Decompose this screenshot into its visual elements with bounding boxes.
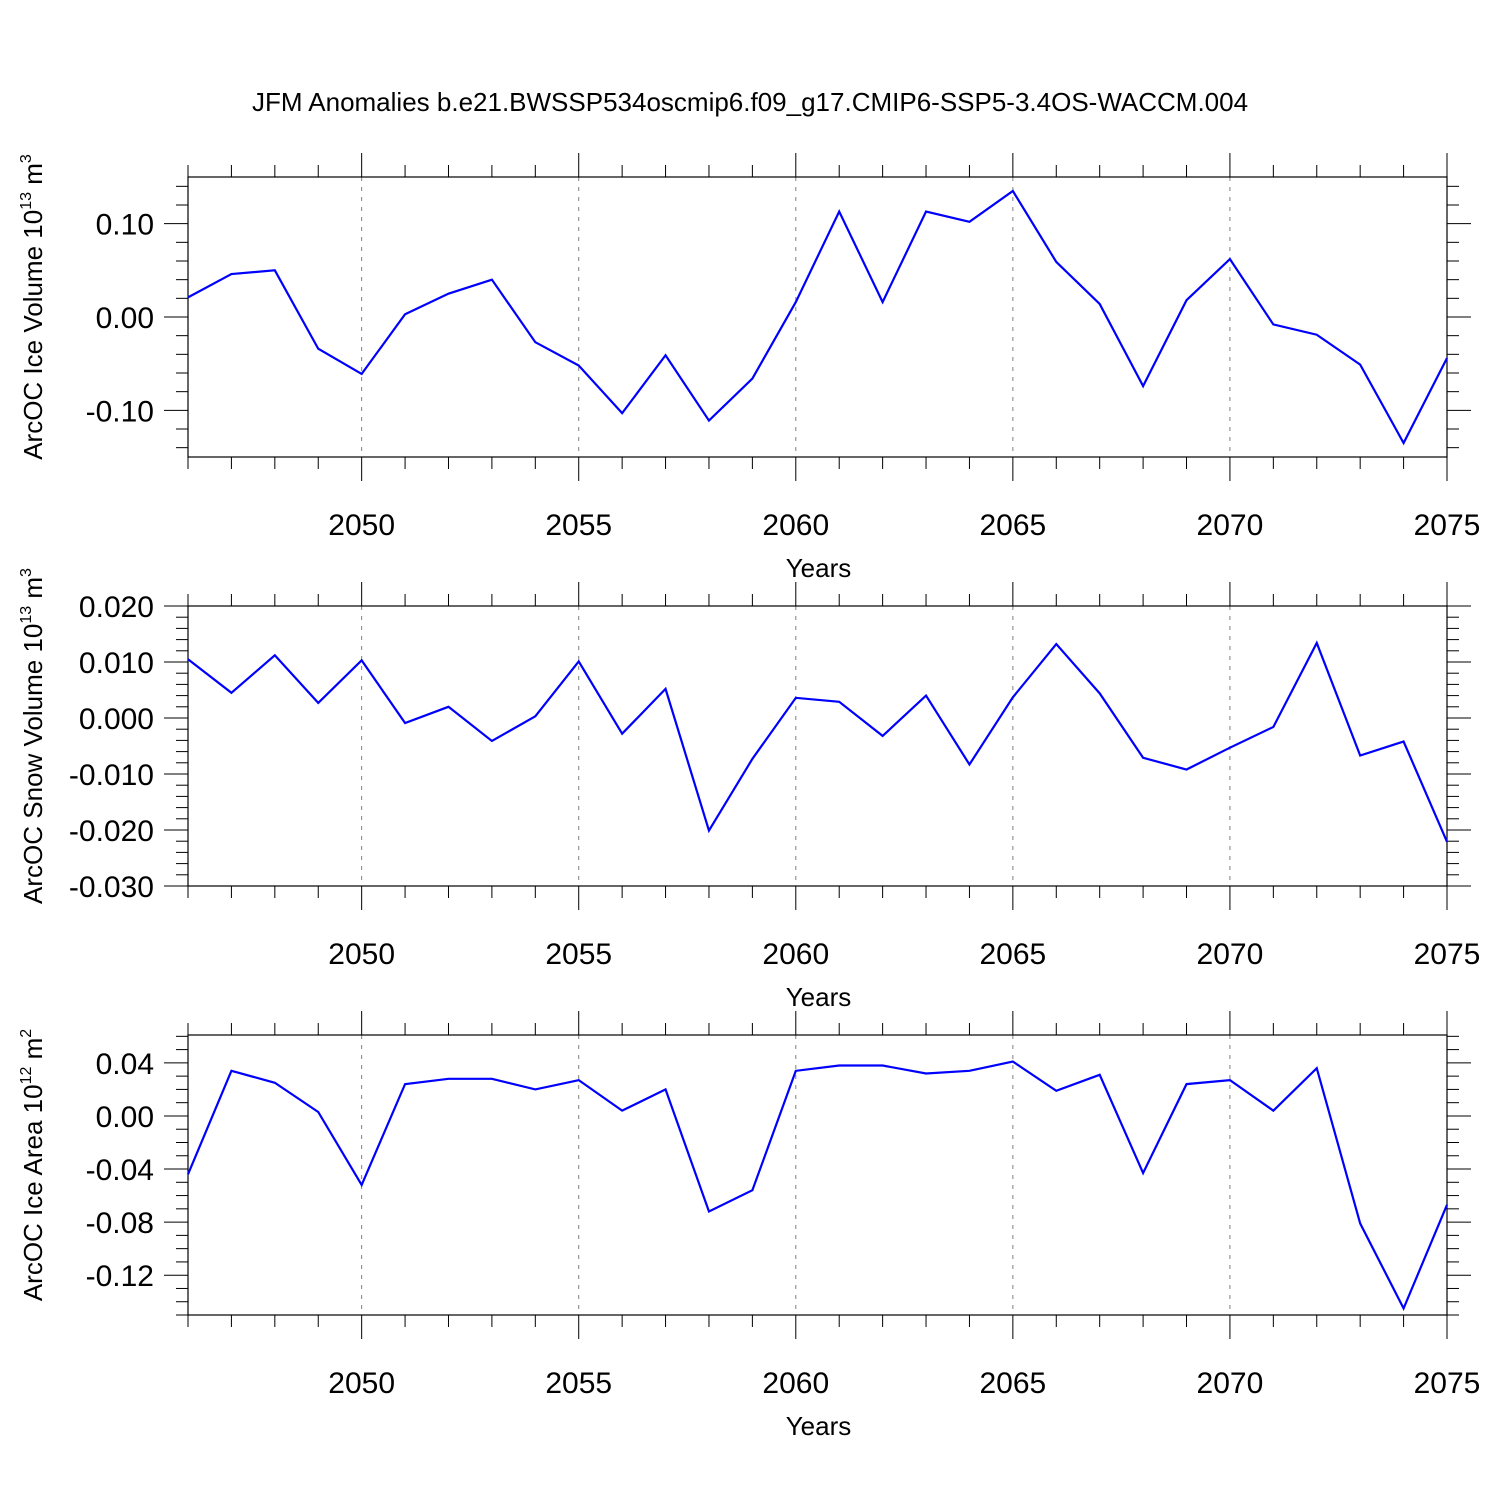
y-tick-label: -0.030 — [69, 871, 154, 904]
y-tick-label: -0.020 — [69, 815, 154, 848]
y-axis-label-unit-exponent: 2 — [18, 1029, 35, 1038]
y-tick-label: -0.04 — [86, 1154, 154, 1187]
y-axis-label-exponent: 13 — [18, 192, 35, 210]
series-line — [187, 189, 1448, 446]
series-line — [186, 1060, 1449, 1311]
x-axis-label: Years — [786, 553, 852, 583]
y-axis-label-exponent: 13 — [18, 606, 35, 624]
x-tick-label: 2070 — [1197, 1367, 1264, 1400]
y-axis-label-main: ArcOC Ice Volume 10 — [18, 210, 48, 460]
x-tick-label: 2065 — [979, 938, 1046, 971]
x-tick-label: 2055 — [545, 1367, 612, 1400]
y-tick-label: -0.010 — [69, 759, 154, 792]
x-tick-label: 2060 — [762, 1367, 829, 1400]
x-tick-label: 2065 — [979, 509, 1046, 542]
y-axis-label-unit: m — [18, 1038, 48, 1067]
x-tick-label: 2075 — [1414, 938, 1481, 971]
x-tick-label: 2070 — [1197, 509, 1264, 542]
y-tick-label: -0.08 — [86, 1207, 154, 1240]
y-tick-label: 0.00 — [96, 302, 154, 335]
y-axis-label-unit-exponent: 3 — [18, 568, 35, 577]
series-line — [187, 640, 1449, 843]
y-tick-label: -0.12 — [86, 1260, 154, 1293]
x-tick-label: 2050 — [328, 509, 395, 542]
y-axis-label-unit: m — [18, 163, 48, 192]
x-tick-label: 2055 — [545, 509, 612, 542]
x-tick-label: 2065 — [979, 1367, 1046, 1400]
plot-frame — [187, 605, 1448, 887]
y-axis-label: ArcOC Ice Area 1012 m2 — [18, 1029, 48, 1301]
x-tick-label: 2075 — [1414, 1367, 1481, 1400]
x-tick-label: 2050 — [328, 1367, 395, 1400]
y-tick-label: 0.10 — [96, 209, 154, 242]
x-tick-label: 2060 — [762, 938, 829, 971]
panel-3: 0.04 0.00 -0.04 -0.08 -0.12 2050 2055 2060 2065 2… — [18, 1011, 1480, 1441]
y-tick-label: 0.04 — [96, 1048, 154, 1081]
panel-2: 0.020 0.010 0.000 -0.010 -0.020 -0.030 2050 205… — [18, 568, 1480, 1012]
plot-frame — [187, 176, 1448, 458]
panel-1: 0.10 0.00 -0.10 2050 2055 2060 2065 2070 2075 Yea… — [18, 153, 1480, 583]
x-axis-label: Years — [786, 982, 852, 1012]
x-tick-label: 2070 — [1197, 938, 1264, 971]
y-tick-label: 0.010 — [79, 647, 154, 680]
y-axis-label-unit: m — [18, 577, 48, 606]
y-tick-label: 0.000 — [79, 703, 154, 736]
x-tick-label: 2075 — [1414, 509, 1481, 542]
x-tick-label: 2055 — [545, 938, 612, 971]
plot-frame — [187, 1034, 1448, 1316]
y-tick-label: 0.020 — [79, 591, 154, 624]
x-tick-label: 2060 — [762, 509, 829, 542]
y-axis-label-unit-exponent: 3 — [18, 154, 35, 163]
y-axis-label-main: ArcOC Snow Volume 10 — [18, 624, 48, 904]
y-axis-label: ArcOC Snow Volume 1013 m3 — [18, 568, 48, 904]
chart-title: JFM Anomalies b.e21.BWSSP534oscmip6.f09_… — [252, 87, 1248, 117]
x-tick-label: 2050 — [328, 938, 395, 971]
y-axis-label-main: ArcOC Ice Area 10 — [18, 1084, 48, 1301]
y-tick-label: -0.10 — [86, 395, 154, 428]
x-axis-label: Years — [786, 1411, 852, 1441]
y-tick-label: 0.00 — [96, 1101, 154, 1134]
y-axis-label-exponent: 12 — [18, 1067, 35, 1085]
y-axis-label: ArcOC Ice Volume 1013 m3 — [18, 154, 48, 460]
